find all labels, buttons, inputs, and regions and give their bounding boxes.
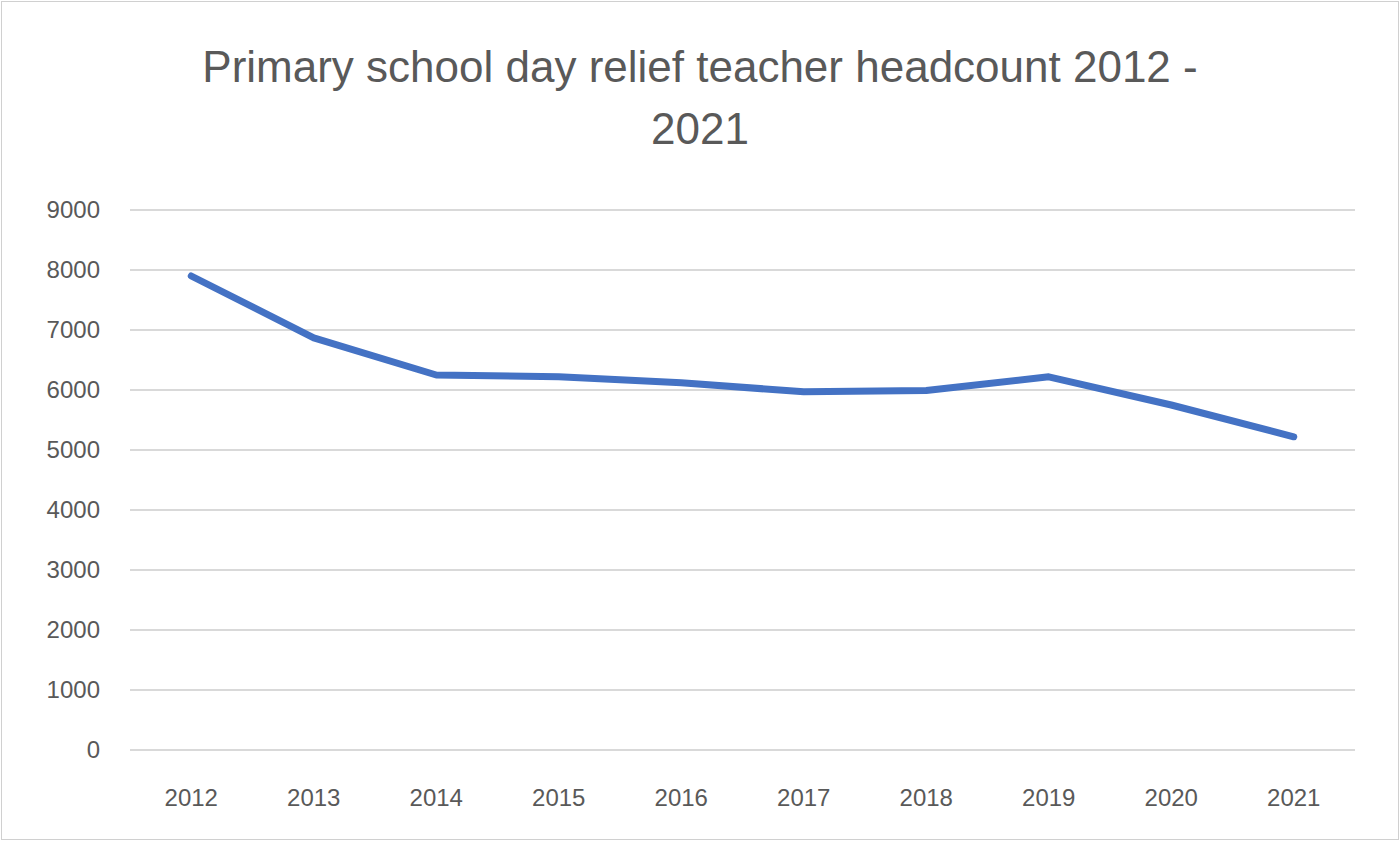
grid-line [130, 449, 1355, 451]
grid-line [130, 569, 1355, 571]
grid-line [130, 209, 1355, 211]
y-tick-label: 7000 [47, 316, 100, 343]
series [191, 276, 1294, 437]
y-tick-label: 1000 [47, 676, 100, 703]
y-tick-label: 6000 [47, 376, 100, 403]
chart: Primary school day relief teacher headco… [0, 0, 1400, 841]
plot: 0 1000 2000 3000 4000 5000 6000 7000 8000 9000 201… [0, 0, 1400, 841]
grid-line [130, 509, 1355, 511]
x-tick-label: 2013 [287, 784, 340, 811]
grid-line [130, 689, 1355, 691]
y-tick-label: 3000 [47, 556, 100, 583]
x-tick-label: 2014 [410, 784, 463, 811]
x-tick-label: 2012 [165, 784, 218, 811]
y-tick-label: 2000 [47, 616, 100, 643]
title: Primary school day relief teacher headco… [175, 36, 1225, 160]
x-tick-label: 2016 [655, 784, 708, 811]
x-tick-label: 2015 [532, 784, 585, 811]
grid-line [130, 269, 1355, 271]
x-tick-label: 2021 [1267, 784, 1320, 811]
grid-line [130, 749, 1355, 751]
grid-line [130, 329, 1355, 331]
grid-line [130, 629, 1355, 631]
line [191, 276, 1294, 437]
x-tick-label: 2017 [777, 784, 830, 811]
y-tick-label: 5000 [47, 436, 100, 463]
y-tick-label: 8000 [47, 256, 100, 283]
x-tick-label: 2020 [1145, 784, 1198, 811]
y-tick-label: 4000 [47, 496, 100, 523]
x-tick-label: 2018 [900, 784, 953, 811]
y-tick-label: 9000 [47, 196, 100, 223]
y-tick-label: 0 [87, 736, 100, 763]
x-tick-label: 2019 [1022, 784, 1075, 811]
